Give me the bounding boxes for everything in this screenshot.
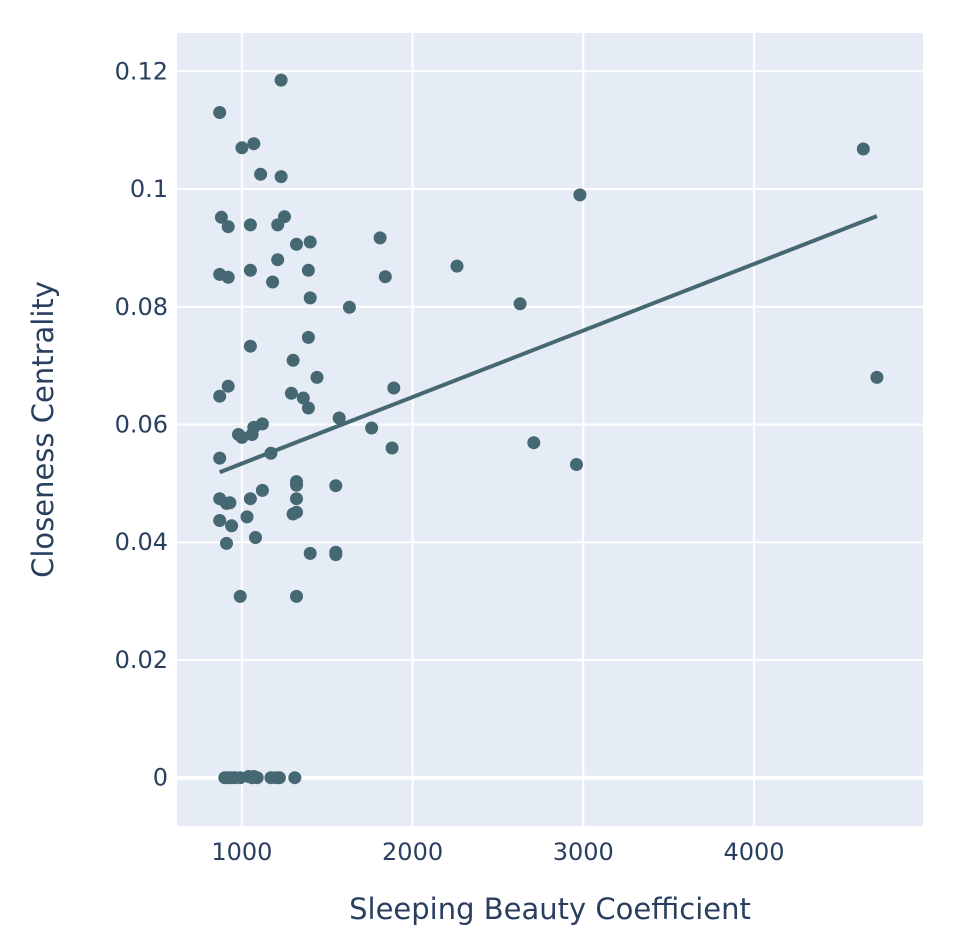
scatter-point bbox=[254, 167, 268, 181]
scatter-point bbox=[573, 188, 587, 202]
scatter-point bbox=[247, 137, 261, 151]
scatter-point bbox=[290, 237, 303, 251]
y-axis-title: Closeness Centrality bbox=[26, 281, 60, 578]
scatter-point bbox=[264, 446, 278, 460]
grid-lines bbox=[177, 33, 923, 826]
scatter-point bbox=[286, 353, 300, 367]
scatter-point bbox=[255, 417, 269, 431]
scatter-point bbox=[274, 170, 288, 184]
scatter-point bbox=[243, 339, 257, 353]
scatter-point bbox=[385, 441, 399, 455]
scatter-point bbox=[266, 275, 280, 289]
scatter-point bbox=[296, 391, 310, 405]
scatter-point bbox=[301, 401, 315, 415]
scatter-point bbox=[387, 381, 401, 395]
scatter-point bbox=[213, 514, 227, 527]
y-tick-label: 0.02 bbox=[115, 646, 168, 674]
scatter-markers bbox=[213, 73, 884, 785]
scatter-point bbox=[290, 492, 303, 506]
scatter-point bbox=[214, 210, 228, 224]
scatter-point bbox=[303, 235, 317, 249]
scatter-point bbox=[271, 253, 285, 267]
scatter-point bbox=[235, 430, 249, 444]
x-tick-label: 4000 bbox=[723, 838, 784, 866]
scatter-point bbox=[303, 546, 317, 560]
y-tick-label: 0.04 bbox=[115, 528, 168, 556]
trendline-layer bbox=[218, 214, 878, 475]
scatter-point bbox=[272, 771, 286, 785]
x-axis-title: Sleeping Beauty Coefficient bbox=[349, 892, 751, 926]
scatter-point bbox=[243, 492, 257, 506]
scatter-point bbox=[213, 389, 227, 403]
scatter-point bbox=[213, 451, 227, 465]
scatter-point bbox=[570, 458, 583, 471]
scatter-point bbox=[329, 479, 343, 493]
scatter-point bbox=[255, 483, 269, 497]
scatter-point bbox=[220, 536, 233, 550]
scatter-point bbox=[303, 291, 317, 305]
scatter-point bbox=[223, 496, 237, 510]
trendline bbox=[218, 214, 878, 475]
scatter-point bbox=[284, 386, 298, 400]
scatter-point bbox=[249, 531, 262, 544]
y-tick-label: 0.06 bbox=[115, 410, 168, 438]
scatter-point bbox=[310, 370, 324, 384]
scatter-point bbox=[221, 270, 235, 284]
scatter-point bbox=[243, 218, 257, 232]
scatter-point bbox=[274, 73, 288, 87]
x-tick-label: 2000 bbox=[382, 838, 443, 866]
scatter-point bbox=[290, 478, 303, 492]
y-tick-label: 0.08 bbox=[115, 293, 168, 321]
scatter-point bbox=[221, 379, 235, 393]
x-tick-label: 1000 bbox=[211, 838, 272, 866]
scatter-point bbox=[450, 259, 464, 273]
scatter-point bbox=[373, 231, 387, 245]
scatter-point bbox=[225, 519, 239, 533]
scatter-point bbox=[365, 421, 379, 435]
y-tick-label: 0.12 bbox=[115, 57, 168, 85]
scatter-point bbox=[250, 771, 264, 785]
scatter-point bbox=[278, 210, 291, 224]
scatter-point bbox=[301, 263, 315, 277]
scatter-point bbox=[221, 220, 235, 234]
scatter-point bbox=[856, 142, 870, 156]
plot-area bbox=[177, 33, 923, 826]
scatter-point bbox=[513, 297, 527, 311]
scatter-point bbox=[290, 589, 303, 603]
y-tick-label: 0 bbox=[153, 764, 168, 792]
scatter-point bbox=[213, 106, 227, 119]
x-tick-label: 3000 bbox=[553, 838, 614, 866]
y-tick-labels: 0 0.02 0.04 0.06 0.08 0.1 0.12 bbox=[115, 57, 168, 791]
scatter-point bbox=[870, 370, 884, 384]
y-tick-label: 0.1 bbox=[130, 175, 168, 203]
x-tick-labels: 1000 2000 3000 4000 bbox=[211, 838, 784, 866]
scatter-point bbox=[235, 141, 249, 155]
scatter-point bbox=[288, 771, 302, 785]
scatter-point bbox=[378, 270, 392, 284]
scatter-point bbox=[301, 330, 315, 344]
scatter-point bbox=[243, 263, 257, 277]
scatter-point bbox=[527, 436, 541, 450]
scatter-point bbox=[342, 300, 356, 314]
scatter-point bbox=[332, 411, 346, 425]
scatter-point bbox=[290, 505, 303, 519]
scatter-point bbox=[233, 589, 247, 603]
scatter-point bbox=[240, 510, 254, 524]
scatter-point bbox=[329, 548, 343, 562]
